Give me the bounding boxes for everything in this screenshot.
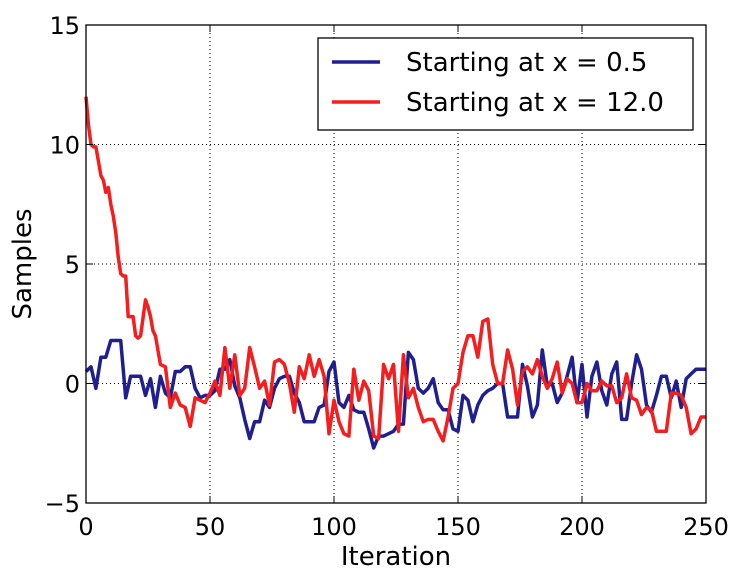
series-line-1	[84, 338, 706, 450]
x-tick-label: 0	[78, 513, 93, 541]
legend-box	[317, 37, 694, 131]
y-tick-label: −5	[45, 490, 80, 518]
x-tick-labels: 0 50 100 150 200 250	[78, 513, 729, 541]
x-tick-label: 250	[683, 513, 729, 541]
y-tick-label: 0	[65, 371, 80, 399]
x-tick-label: 200	[559, 513, 605, 541]
y-tick-label: 15	[49, 12, 80, 40]
x-tick-label: 50	[195, 513, 226, 541]
axis-ticks	[85, 24, 707, 504]
x-tick-label: 100	[311, 513, 357, 541]
series-line-2	[84, 96, 706, 443]
x-tick-label: 150	[435, 513, 481, 541]
y-axis-title: Samples	[8, 208, 38, 319]
x-axis-title: Iteration	[341, 542, 451, 572]
y-tick-labels: −5 0 5 10 15	[45, 12, 80, 518]
legend-label-1: Starting at x = 0.5	[406, 48, 647, 78]
legend-label-2: Starting at x = 12.0	[406, 88, 664, 118]
y-tick-label: 5	[65, 251, 80, 279]
legend: Starting at x = 0.5 Starting at x = 12.0	[317, 37, 694, 131]
series-layer	[84, 96, 706, 450]
y-tick-label: 10	[49, 132, 80, 160]
